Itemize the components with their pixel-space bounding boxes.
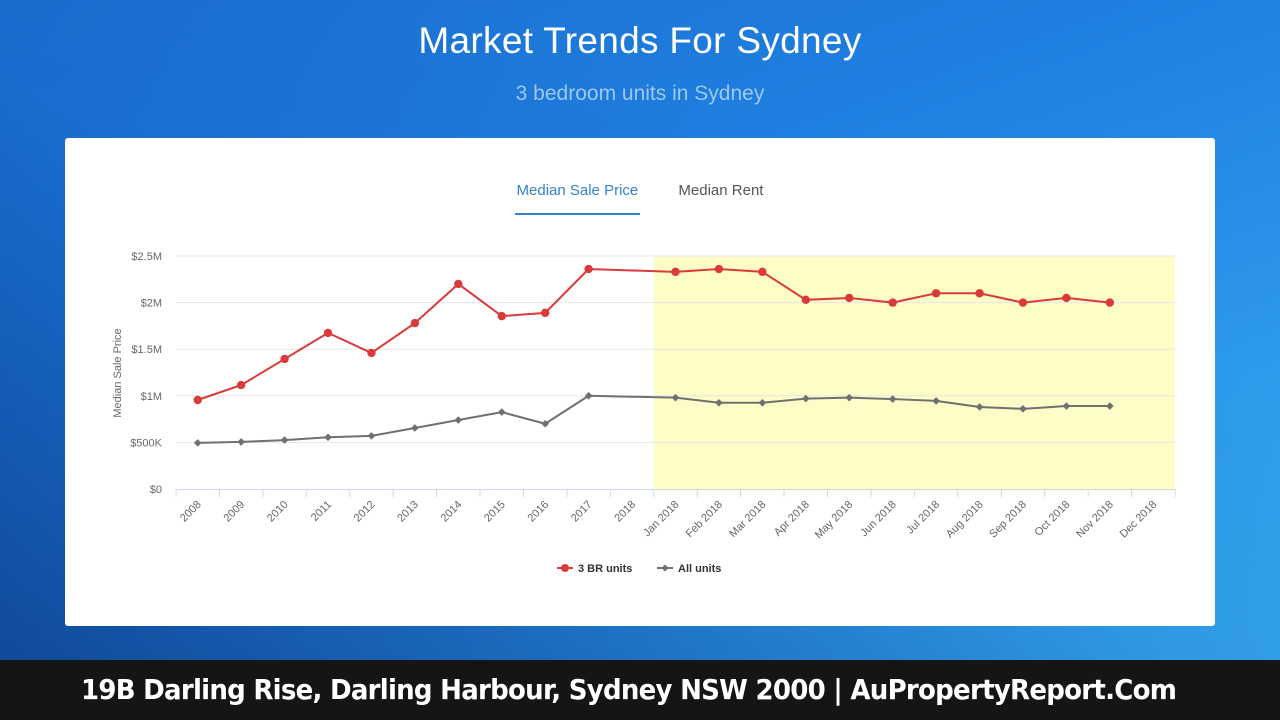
data-point[interactable]	[324, 433, 332, 442]
data-point[interactable]	[932, 397, 940, 405]
y-axis-title: Median Sale Price	[112, 328, 124, 417]
footer-bar: 19B Darling Rise, Darling Harbour, Sydne…	[0, 660, 1280, 720]
chart-card: Median Sale Price Median Rent $0 $500K $1M…	[65, 138, 1215, 626]
footer-address: 19B Darling Rise, Darling Harbour, Sydne…	[81, 673, 1177, 706]
y-tick-label: $500K	[130, 437, 162, 449]
x-tick-label: Aug 2018	[944, 499, 986, 541]
data-point[interactable]	[367, 432, 376, 440]
data-point[interactable]	[584, 392, 593, 400]
x-tick-label: Mar 2018	[727, 499, 768, 540]
legend-label: All units	[678, 563, 721, 575]
x-tick-label: 2016	[526, 499, 552, 525]
legend-label: 3 BR units	[578, 563, 632, 575]
page-title: Market Trends For Sydney	[418, 20, 862, 61]
data-point[interactable]	[1062, 293, 1071, 303]
data-point[interactable]	[237, 438, 245, 446]
data-point[interactable]	[671, 393, 680, 402]
data-point[interactable]	[540, 308, 550, 318]
legend-diamond-icon	[661, 564, 669, 572]
y-tick-label: $0	[150, 484, 162, 496]
data-point[interactable]	[758, 267, 767, 277]
y-tick-label: $2M	[141, 298, 162, 310]
data-point[interactable]	[845, 393, 854, 402]
data-point[interactable]	[410, 318, 420, 328]
data-point[interactable]	[497, 311, 506, 321]
legend-item-0[interactable]: 3 BR units	[557, 563, 632, 575]
data-point[interactable]	[193, 395, 202, 405]
x-tick-label: 2008	[178, 499, 204, 525]
data-point[interactable]	[280, 354, 289, 364]
tab-median-sale-price[interactable]: Median Sale Price	[514, 182, 641, 215]
x-tick-label: 2009	[221, 499, 247, 525]
data-point[interactable]	[715, 398, 723, 407]
data-point[interactable]	[1105, 298, 1115, 307]
x-tick-label: Jan 2018	[641, 499, 681, 539]
x-tick-label: 2015	[482, 499, 508, 525]
data-point[interactable]	[758, 398, 767, 407]
data-point[interactable]	[888, 298, 897, 307]
x-tick-label: 2013	[395, 499, 421, 525]
x-tick-label: Feb 2018	[684, 499, 725, 540]
data-point[interactable]	[714, 264, 724, 274]
x-tick-label: Nov 2018	[1074, 499, 1116, 541]
data-point[interactable]	[367, 348, 376, 358]
data-point[interactable]	[975, 403, 984, 411]
data-point[interactable]	[584, 264, 593, 274]
data-point[interactable]	[497, 408, 506, 416]
data-point[interactable]	[411, 424, 419, 432]
data-point[interactable]	[454, 416, 463, 424]
x-tick-label: 2014	[439, 499, 465, 525]
data-point[interactable]	[1106, 402, 1114, 410]
y-tick-label: $2.5M	[131, 251, 162, 263]
x-tick-label: Dec 2018	[1118, 499, 1160, 541]
data-point[interactable]	[1018, 298, 1028, 307]
line-chart: $0 $500K $1M $1.5M $2M $2.5M Median Sale Price…	[112, 251, 1176, 575]
data-point[interactable]	[802, 394, 810, 403]
chart-tabs: Median Sale Price Median Rent	[65, 182, 1215, 215]
data-point[interactable]	[541, 419, 549, 428]
x-tick-label: Oct 2018	[1032, 499, 1072, 539]
data-point[interactable]	[323, 328, 333, 338]
x-tick-label: May 2018	[813, 499, 856, 542]
data-point[interactable]	[236, 380, 246, 390]
data-point[interactable]	[454, 279, 463, 289]
data-point[interactable]	[193, 439, 202, 447]
legend-item-1[interactable]: All units	[657, 563, 721, 575]
x-tick-label: 2012	[352, 499, 378, 525]
x-tick-label: Jun 2018	[858, 499, 898, 539]
data-point[interactable]	[280, 436, 289, 444]
data-point[interactable]	[1019, 405, 1027, 413]
x-tick-label: 2011	[309, 499, 334, 524]
x-tick-label: 2018	[612, 499, 638, 525]
x-tick-label: 2010	[265, 499, 291, 525]
x-tick-label: Jul 2018	[904, 499, 942, 537]
highlight-band	[653, 256, 1175, 489]
data-point[interactable]	[801, 295, 811, 305]
y-tick-label: $1.5M	[131, 344, 162, 356]
data-point[interactable]	[671, 267, 680, 277]
x-tick-label: Sep 2018	[987, 499, 1029, 541]
page-subtitle: 3 bedroom units in Sydney	[515, 82, 765, 105]
data-point[interactable]	[888, 395, 897, 403]
x-tick-label: 2017	[569, 499, 595, 525]
legend-circle-icon	[561, 564, 569, 572]
data-point[interactable]	[1062, 402, 1071, 410]
data-point[interactable]	[931, 289, 941, 298]
tab-median-rent[interactable]: Median Rent	[678, 182, 764, 199]
y-tick-label: $1M	[141, 391, 162, 403]
data-point[interactable]	[975, 289, 984, 298]
data-point[interactable]	[845, 293, 854, 303]
x-tick-label: Apr 2018	[772, 499, 812, 539]
